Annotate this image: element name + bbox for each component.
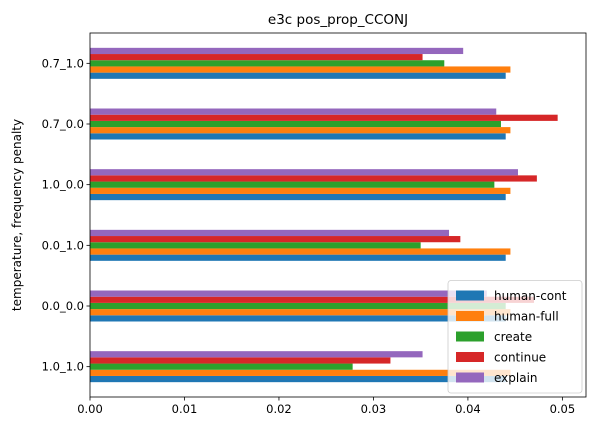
y-tick-label: 0.7_0.0 bbox=[42, 117, 84, 131]
x-tick-label: 0.02 bbox=[266, 402, 292, 416]
x-tick-label: 0.04 bbox=[455, 402, 481, 416]
bar-continue-0-7-1-0 bbox=[90, 54, 423, 60]
bar-create-0-7-1-0 bbox=[90, 60, 444, 66]
legend-swatch-explain bbox=[456, 373, 484, 383]
bar-human-full-1-0-1-0 bbox=[90, 370, 510, 376]
bar-explain-1-0-0-0 bbox=[90, 169, 518, 175]
bar-human-full-1-0-0-0 bbox=[90, 188, 510, 194]
bar-human-cont-0-7-0-0 bbox=[90, 133, 506, 139]
bar-human-full-0-0-1-0 bbox=[90, 248, 510, 254]
bar-explain-1-0-1-0 bbox=[90, 351, 423, 357]
bar-human-full-0-0-0-0 bbox=[90, 309, 510, 315]
y-tick-label: 1.0_1.0 bbox=[42, 360, 84, 374]
legend-label-continue: continue bbox=[494, 351, 546, 365]
legend-label-human-full: human-full bbox=[494, 310, 559, 324]
x-tick-label: 0.05 bbox=[550, 402, 576, 416]
legend-swatch-human-cont bbox=[456, 291, 484, 301]
bar-human-cont-1-0-0-0 bbox=[90, 194, 506, 200]
bar-explain-0-7-0-0 bbox=[90, 109, 496, 115]
bar-create-0-0-1-0 bbox=[90, 242, 421, 248]
bar-human-cont-0-0-0-0 bbox=[90, 315, 506, 321]
x-tick-label: 0.01 bbox=[172, 402, 198, 416]
bar-human-cont-0-0-1-0 bbox=[90, 255, 506, 261]
legend-swatch-continue bbox=[456, 352, 484, 362]
bar-continue-0-7-0-0 bbox=[90, 115, 558, 121]
legend-label-human-cont: human-cont bbox=[494, 289, 567, 303]
y-tick-label: 0.0_0.0 bbox=[42, 299, 84, 313]
chart-title: e3c pos_prop_CCONJ bbox=[268, 12, 408, 28]
bar-continue-1-0-1-0 bbox=[90, 357, 390, 363]
y-tick-label: 1.0_0.0 bbox=[42, 178, 84, 192]
bar-explain-0-0-1-0 bbox=[90, 230, 449, 236]
bar-human-cont-0-7-1-0 bbox=[90, 73, 506, 79]
bar-create-1-0-1-0 bbox=[90, 364, 353, 370]
bar-create-0-7-0-0 bbox=[90, 121, 501, 127]
bar-human-full-0-7-1-0 bbox=[90, 66, 510, 72]
bar-continue-1-0-0-0 bbox=[90, 175, 537, 181]
x-tick-label: 0.03 bbox=[361, 402, 387, 416]
legend-swatch-human-full bbox=[456, 311, 484, 321]
legend-label-create: create bbox=[494, 330, 532, 344]
x-tick-label: 0.00 bbox=[77, 402, 103, 416]
y-axis-label: temperature, frequency penalty bbox=[10, 119, 24, 311]
y-tick-label: 0.0_1.0 bbox=[42, 238, 84, 252]
bar-human-full-0-7-0-0 bbox=[90, 127, 510, 133]
bar-human-cont-1-0-1-0 bbox=[90, 376, 506, 382]
legend-label-explain: explain bbox=[494, 371, 538, 385]
bar-explain-0-7-1-0 bbox=[90, 48, 463, 54]
bar-create-0-0-0-0 bbox=[90, 303, 506, 309]
bar-create-1-0-0-0 bbox=[90, 182, 494, 188]
bar-continue-0-0-1-0 bbox=[90, 236, 460, 242]
y-tick-label: 0.7_1.0 bbox=[42, 56, 84, 70]
bar-explain-0-0-0-0 bbox=[90, 291, 487, 297]
legend-swatch-create bbox=[456, 332, 484, 342]
